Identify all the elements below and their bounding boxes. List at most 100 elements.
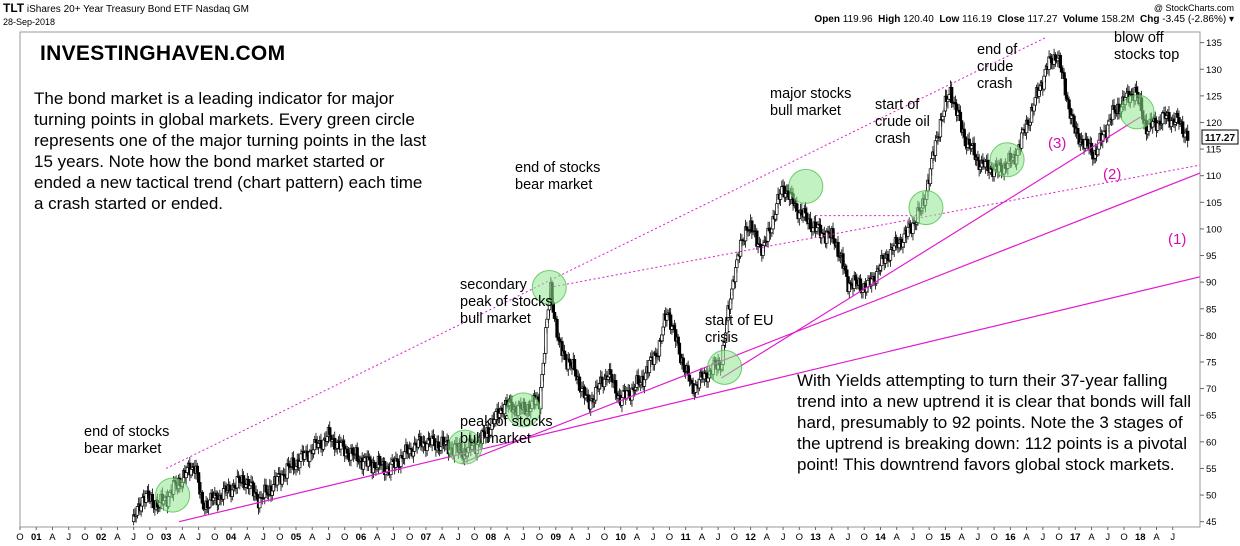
y-tick-label: 120 <box>1206 118 1222 129</box>
intro-paragraph: The bond market is a leading indicator f… <box>34 89 427 213</box>
x-tick-label: J <box>1040 532 1045 543</box>
x-tick-label: 18 <box>1135 532 1146 543</box>
candle-down <box>950 87 954 103</box>
volume-value: 158.2M <box>1101 14 1135 25</box>
x-tick-label: 04 <box>226 532 237 543</box>
x-tick-label: O <box>341 532 348 543</box>
turning-point-circle-2 <box>447 429 483 465</box>
turning-point-circle-6 <box>788 168 824 204</box>
y-tick-label: 55 <box>1206 464 1217 475</box>
y-tick-label: 75 <box>1206 358 1217 369</box>
low-label: Low <box>939 14 960 25</box>
y-tick-label: 80 <box>1206 331 1217 342</box>
x-tick-label: J <box>326 532 331 543</box>
x-tick-label: A <box>114 532 121 543</box>
x-tick-label: J <box>391 532 396 543</box>
y-tick-label: 135 <box>1206 38 1222 49</box>
security-info: TLT iShares 20+ Year Treasury Bond ETF N… <box>3 2 249 28</box>
x-tick-label: O <box>925 532 932 543</box>
chart-date: 28-Sep-2018 <box>3 17 56 27</box>
x-tick-label: A <box>569 532 576 543</box>
x-tick-label: A <box>49 532 56 543</box>
x-tick-label: J <box>651 532 656 543</box>
x-tick-label: J <box>261 532 266 543</box>
x-tick-label: A <box>1153 532 1160 543</box>
x-tick-label: J <box>846 532 851 543</box>
x-tick-label: A <box>829 532 836 543</box>
y-tick-label: 45 <box>1206 517 1217 528</box>
x-tick-label: J <box>911 532 916 543</box>
x-tick-label: 10 <box>615 532 626 543</box>
annotation-secondary-peak-2008: secondary peak of stocks bull market <box>460 277 553 327</box>
x-tick-label: 01 <box>31 532 42 543</box>
x-tick-label: 14 <box>875 532 886 543</box>
turning-point-circle-4 <box>531 269 567 305</box>
last-price-tag <box>1201 129 1239 145</box>
x-tick-label: O <box>601 532 608 543</box>
x-tick-label: A <box>958 532 965 543</box>
annotation-end-of-bear-2009: end of stocks bear market <box>515 160 601 193</box>
x-tick-label: O <box>1120 532 1127 543</box>
x-tick-label: A <box>634 532 641 543</box>
annotation-crude-crash-end: end of crude crash <box>977 42 1018 92</box>
close-label: Close <box>997 14 1025 25</box>
y-tick-label: 70 <box>1206 384 1217 395</box>
x-tick-label: A <box>374 532 381 543</box>
x-tick-label: A <box>894 532 901 543</box>
open-label: Open <box>814 14 840 25</box>
x-tick-label: J <box>196 532 201 543</box>
x-tick-label: O <box>276 532 283 543</box>
x-tick-label: 17 <box>1070 532 1081 543</box>
x-tick-label: J <box>521 532 526 543</box>
x-tick-label: O <box>16 532 23 543</box>
turning-point-circle-8 <box>989 142 1025 178</box>
turning-point-circle-7 <box>908 190 944 226</box>
trendline-1 <box>178 276 1201 523</box>
y-tick-label: 90 <box>1206 278 1217 289</box>
y-tick-label: 105 <box>1206 198 1222 209</box>
x-tick-label: J <box>976 532 981 543</box>
brand-logo-text: INVESTINGHAVEN.COM <box>40 42 286 65</box>
x-tick-label: O <box>536 532 543 543</box>
x-tick-label: O <box>796 532 803 543</box>
y-tick-label: 110 <box>1206 171 1221 182</box>
quote-summary: @ StockCharts.com Open 119.96 High 120.4… <box>814 2 1234 26</box>
x-tick-label: A <box>699 532 706 543</box>
last-price-label: 117.27 <box>1205 133 1235 144</box>
x-tick-label: O <box>81 532 88 543</box>
x-tick-label: 11 <box>681 532 692 543</box>
x-tick-label: A <box>1088 532 1095 543</box>
chart-header: TLT iShares 20+ Year Treasury Bond ETF N… <box>0 0 1240 32</box>
x-tick-label: J <box>456 532 461 543</box>
y-tick-label: 115 <box>1206 145 1221 156</box>
x-tick-label: 02 <box>96 532 107 543</box>
x-tick-label: 06 <box>356 532 367 543</box>
x-tick-label: 09 <box>550 532 561 543</box>
x-tick-label: A <box>179 532 186 543</box>
close-value: 117.27 <box>1027 14 1058 25</box>
x-tick-label: O <box>666 532 673 543</box>
x-tick-label: A <box>504 532 511 543</box>
turning-point-circle-5 <box>707 349 743 385</box>
x-tick-label: J <box>716 532 721 543</box>
x-tick-label: 15 <box>940 532 951 543</box>
y-tick-label: 125 <box>1206 91 1222 102</box>
annotation-blow-off-top: blow off stocks top <box>1114 30 1180 63</box>
annotation-major-bull: major stocks bull market <box>770 86 852 119</box>
annotation-crude-crash-start: start of crude oil crash <box>875 97 930 147</box>
y-tick-label: 130 <box>1206 65 1222 76</box>
x-tick-label: A <box>244 532 251 543</box>
annotation-end-of-bear-2002: end of stocks bear market <box>84 424 170 457</box>
stockcharts-credit: @ StockCharts.com <box>1153 3 1234 13</box>
x-tick-label: 05 <box>291 532 302 543</box>
turning-point-circle-9 <box>1119 94 1155 130</box>
dropdown-arrow-icon[interactable]: ▾ <box>1228 14 1234 25</box>
turning-point-circle-3 <box>505 392 541 428</box>
y-tick-label: 65 <box>1206 411 1217 422</box>
turning-point-circle-1 <box>155 477 191 513</box>
x-tick-label: A <box>439 532 446 543</box>
ohlc-readout: Open 119.96 High 120.40 Low 116.19 Close… <box>814 14 1234 25</box>
x-tick-label: 13 <box>810 532 821 543</box>
x-tick-label: O <box>406 532 413 543</box>
x-tick-label: 16 <box>1005 532 1016 543</box>
